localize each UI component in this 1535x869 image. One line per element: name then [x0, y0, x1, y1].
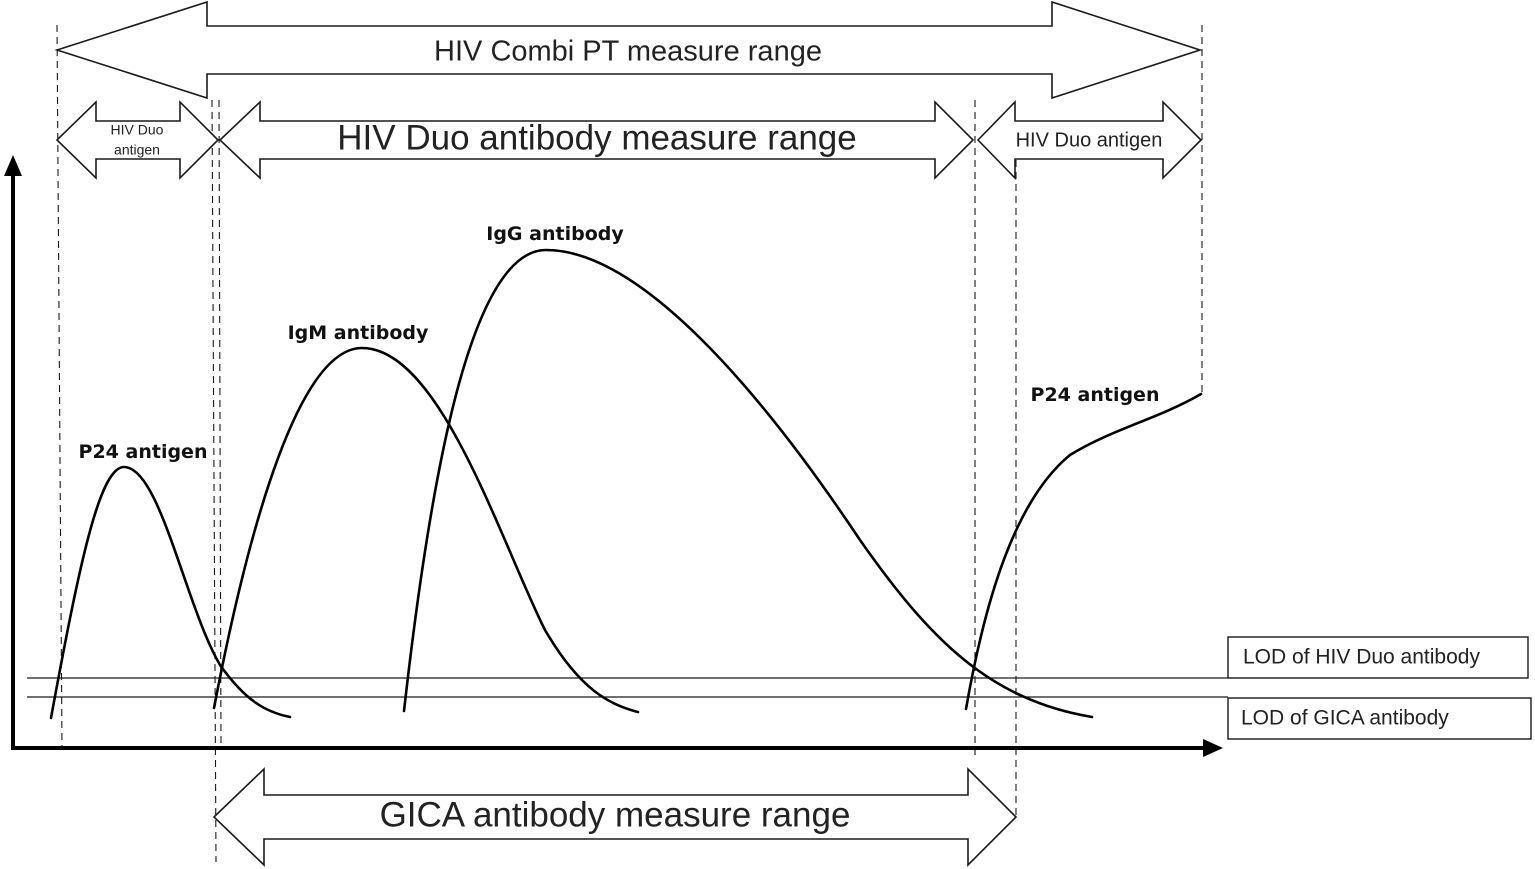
gica-antibody-range-label: GICA antibody measure range: [380, 795, 851, 834]
combi-pt-range-arrow: [54, 0, 1203, 100]
marker-curves: [49, 248, 1203, 720]
igm-label: IgM antibody: [288, 322, 429, 344]
curve-labels: P24 antigen IgM antibody IgG antibody P2…: [79, 223, 1160, 463]
duo-antigen-left-range-arrow: [55, 100, 220, 180]
combi-pt-range-label: HIV Combi PT measure range: [434, 36, 822, 68]
range-arrows: HIV Combi PT measure range HIV Duo antig…: [54, 0, 1203, 867]
igm-curve: [212, 346, 640, 714]
duo-antigen-left-label-line2: antigen: [114, 142, 160, 158]
lod-duo-antibody-label: LOD of HIV Duo antibody: [1243, 646, 1480, 669]
lod-gica-antibody-box: [1227, 697, 1532, 740]
duo-antigen-right-range-arrow: [976, 100, 1203, 180]
guide-lines: [56, 24, 1203, 863]
lod-lines: [27, 677, 1228, 698]
igg-label: IgG antibody: [486, 223, 624, 245]
x-axis-arrowhead: [1203, 739, 1223, 757]
p24-late-label: P24 antigen: [1031, 384, 1160, 406]
lod-legend: LOD of HIV Duo antibody LOD of GICA anti…: [1227, 636, 1532, 740]
axes: [4, 155, 1223, 757]
guide-line-duo-antibody-start: [218, 99, 222, 749]
duo-antibody-range-label: HIV Duo antibody measure range: [337, 118, 856, 157]
duo-antigen-right-label: HIV Duo antigen: [1016, 129, 1163, 151]
lod-duo-antibody-box: [1227, 636, 1529, 679]
igg-curve: [402, 248, 1094, 719]
p24-early-label: P24 antigen: [79, 441, 208, 463]
y-axis-arrowhead: [4, 155, 22, 176]
lod-gica-antibody-label: LOD of GICA antibody: [1241, 707, 1449, 730]
duo-antibody-range-arrow: [218, 100, 975, 180]
p24-early-curve: [49, 465, 292, 720]
gica-antibody-range-arrow: [212, 767, 1018, 867]
guide-line-start: [56, 24, 63, 749]
p24-late-curve: [964, 392, 1203, 711]
duo-antigen-left-label-line1: HIV Duo: [111, 122, 164, 138]
